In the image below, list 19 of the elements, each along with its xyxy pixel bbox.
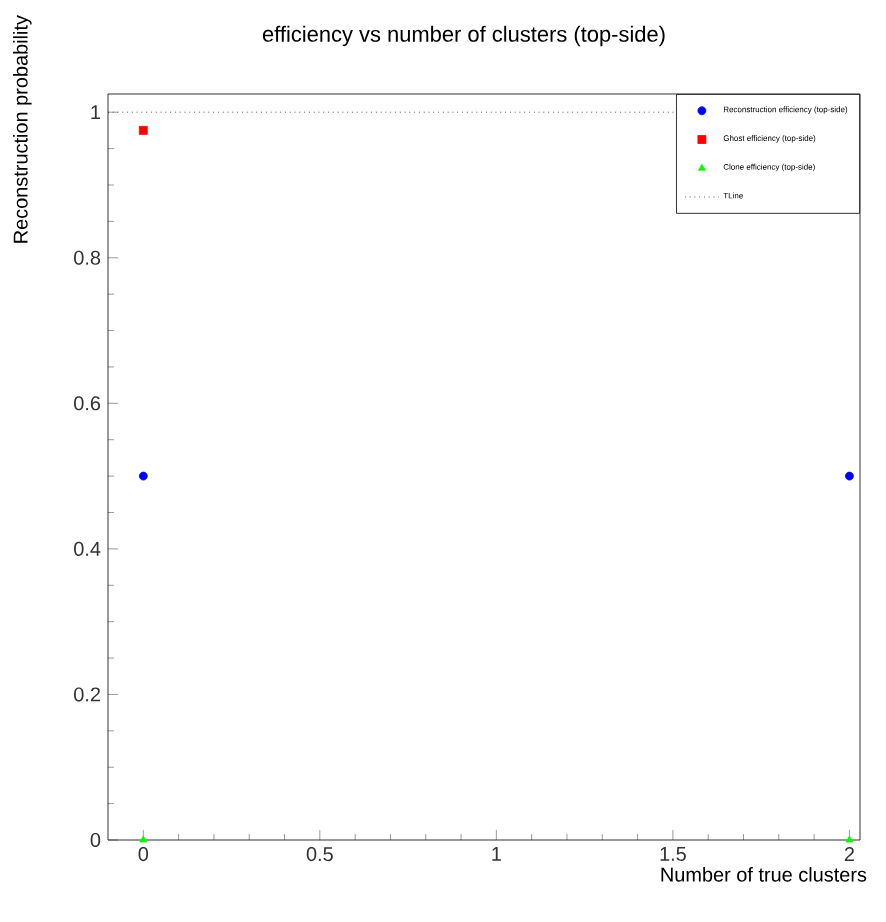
point (845, 471, 854, 481)
y-tick-label: 1 (91, 105, 100, 120)
y-tick-label: 0.2 (74, 687, 100, 702)
x-tick-label: 2 (844, 847, 854, 861)
y-tick-label: 0 (90, 832, 101, 848)
x-tick-label: 1 (492, 847, 501, 861)
point (845, 835, 854, 843)
y-tick-label: 0.8 (74, 250, 101, 265)
y-axis-title: Reconstruction probability (13, 15, 32, 243)
x-axis-title: Number of true clusters (661, 867, 867, 882)
point (138, 471, 148, 481)
y-tick-label: 0.4 (74, 541, 101, 556)
y-tick-label: 0.6 (74, 396, 101, 411)
chart-title: efficiency vs number of clusters (top-side) (262, 25, 665, 47)
x-tick-label: 0.5 (306, 847, 333, 862)
x-tick-label: 0 (138, 847, 149, 862)
point (139, 835, 148, 843)
x-tick-label: 1.5 (660, 847, 686, 861)
point (138, 125, 148, 135)
